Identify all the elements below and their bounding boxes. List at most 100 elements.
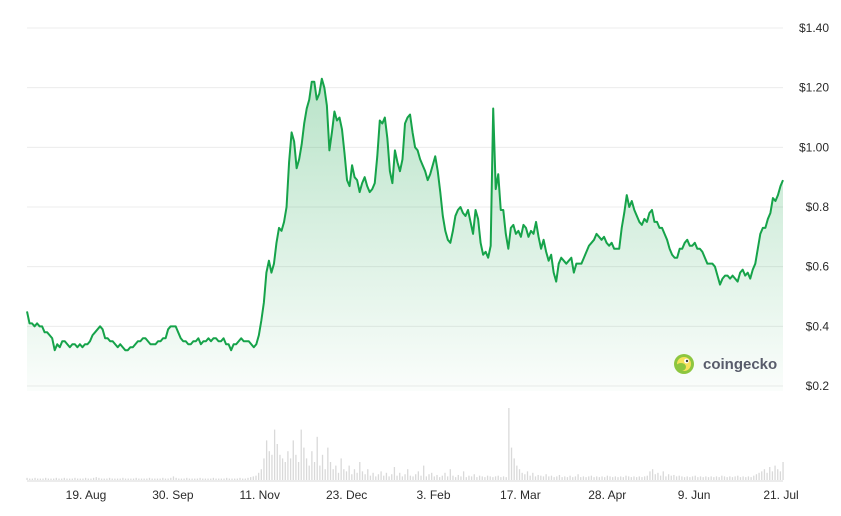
volume-bar	[415, 474, 417, 480]
volume-bar	[183, 478, 185, 480]
volume-bar	[556, 476, 558, 480]
volume-bar	[313, 462, 316, 480]
volume-bar	[108, 477, 111, 480]
volume-bar	[247, 477, 249, 480]
volume-bar	[82, 478, 84, 480]
volume-bar	[420, 475, 422, 480]
volume-bar	[292, 440, 294, 480]
volume-bar	[428, 474, 430, 480]
volume-bar	[388, 476, 390, 480]
volume-bar	[268, 451, 270, 480]
volume-bar	[505, 477, 507, 480]
volume-bar	[596, 476, 598, 480]
x-axis-tick-labels: 19. Aug 30. Sep 11. Nov 23. Dec 3. Feb 17. Ma…	[66, 488, 799, 502]
gecko-logo-icon	[674, 354, 694, 374]
volume-bar	[119, 478, 121, 480]
volume-bar	[53, 478, 55, 480]
volume-bar	[55, 477, 57, 480]
volume-bar	[263, 458, 265, 480]
volume-bar	[199, 477, 201, 480]
volume-bar	[348, 465, 350, 480]
volume-bar	[651, 469, 654, 480]
volume-bar	[649, 471, 651, 480]
volume-bar	[231, 478, 233, 480]
volume-bar	[553, 477, 555, 480]
volume-bar	[68, 478, 71, 480]
volume-bar	[345, 471, 348, 480]
volume-bar	[359, 462, 361, 480]
volume-bar	[50, 478, 52, 480]
volume-bar	[673, 474, 675, 480]
volume-bar	[460, 476, 462, 480]
volume-bar	[731, 477, 734, 480]
volume-bar	[691, 476, 694, 480]
volume-bar	[71, 478, 73, 480]
volume-bar	[276, 444, 278, 480]
volume-bar	[633, 476, 635, 480]
volume-bar	[186, 477, 188, 480]
volume-bar	[718, 477, 720, 480]
volume-bar	[305, 458, 308, 480]
volume-bar	[771, 471, 774, 480]
volume-bar	[250, 477, 252, 480]
volume-bar	[95, 477, 97, 480]
volume-bar	[516, 465, 518, 480]
volume-bar	[508, 408, 510, 480]
volume-bar	[641, 477, 643, 480]
volume-bar	[657, 472, 659, 480]
volume-bar	[598, 477, 601, 480]
volume-bar	[319, 465, 321, 480]
volume-bar	[758, 472, 760, 480]
volume-bar	[324, 469, 326, 480]
volume-bar	[380, 471, 382, 480]
volume-bar	[255, 475, 257, 480]
x-tick-label: 11. Nov	[240, 488, 280, 502]
volume-bar	[476, 477, 478, 480]
volume-bar	[329, 462, 332, 480]
volume-bar	[369, 475, 372, 480]
volume-bar	[396, 475, 398, 480]
volume-bar	[361, 471, 364, 480]
volume-bar	[643, 476, 646, 480]
x-tick-label: 17. Mar	[500, 488, 541, 502]
volume-bar	[670, 475, 672, 480]
volume-bar	[492, 477, 494, 480]
volume-bar	[98, 477, 100, 480]
volume-bar	[723, 476, 726, 480]
price-area-fill	[27, 78, 783, 391]
volume-bar	[260, 469, 262, 480]
volume-bar	[582, 476, 585, 480]
volume-bar	[457, 474, 459, 480]
volume-bar	[625, 475, 627, 480]
volume-bar	[588, 476, 590, 480]
volume-bar	[409, 475, 412, 480]
volume-bar	[739, 477, 742, 480]
volume-bar	[61, 478, 63, 480]
volume-bar	[481, 476, 483, 480]
volume-bar	[234, 478, 236, 480]
volume-bar	[385, 472, 388, 480]
volume-bar	[39, 478, 42, 480]
volume-bar	[777, 469, 779, 480]
volume-bar	[372, 472, 374, 480]
volume-bar	[297, 462, 300, 480]
volume-bar	[755, 474, 758, 480]
volume-bar	[524, 474, 526, 480]
volume-bar	[114, 478, 116, 480]
volume-bar	[465, 477, 467, 480]
volume-bar	[694, 475, 696, 480]
volume-bar	[713, 477, 715, 480]
volume-bar	[132, 478, 135, 480]
volume-bar	[452, 475, 454, 480]
volume-bar	[58, 478, 60, 480]
volume-bar	[665, 476, 667, 480]
volume-bar	[497, 475, 499, 480]
volume-bar	[279, 454, 281, 480]
volume-bar	[226, 477, 228, 480]
volume-bars	[26, 408, 784, 480]
volume-bar	[194, 478, 196, 480]
volume-bar	[289, 458, 292, 480]
volume-bar	[404, 474, 406, 480]
volume-bar	[513, 458, 515, 480]
x-tick-label: 9. Jun	[678, 488, 711, 502]
